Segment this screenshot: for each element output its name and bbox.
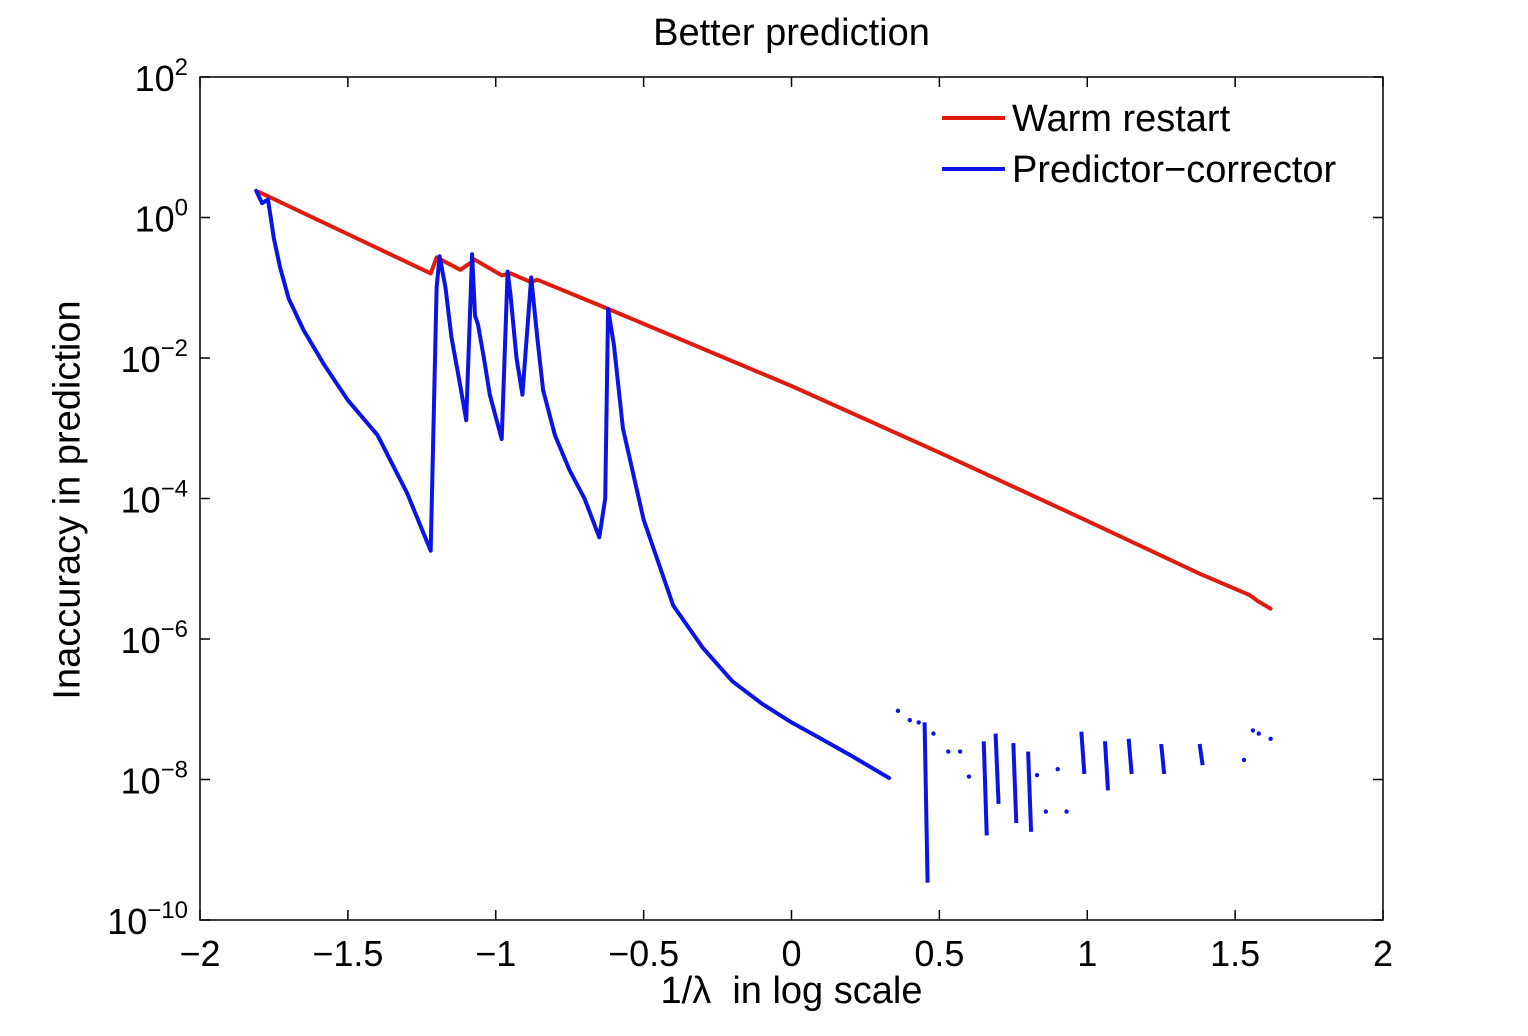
x-axis-label: 1/λ in log scale [660, 970, 923, 1012]
series-segment-fragment [1079, 731, 1087, 775]
y-tick-label: 10−2 [121, 335, 188, 380]
y-tick-label: 100 [135, 195, 188, 240]
series-dot-fragment [1250, 728, 1256, 733]
series-line-predictor-corrector [254, 188, 892, 780]
x-tick-label: 1.5 [1210, 933, 1260, 974]
series-dot-fragment [1256, 731, 1261, 736]
series-dot-fragment [895, 708, 901, 714]
series-dot-fragment [946, 749, 951, 754]
series-dot-fragment [1055, 767, 1060, 772]
legend-label-predictor-corrector: Predictor−corrector [1012, 149, 1337, 191]
series-segment-fragment [1102, 741, 1110, 791]
series-dot-fragment [966, 774, 972, 779]
series-segment-fragment [1011, 742, 1019, 824]
legend: Warm restart Predictor−corrector [942, 98, 1337, 191]
x-tick-label: −0.5 [608, 933, 679, 974]
y-tick-label: 102 [135, 54, 188, 99]
plot-area-frame [199, 76, 1384, 921]
series-segment-fragment [1126, 738, 1134, 775]
series-segment-fragment [993, 733, 1001, 804]
series-dot-fragment [1241, 757, 1247, 763]
x-tick-label: 0 [781, 933, 801, 974]
series-dot-fragment [957, 749, 963, 754]
axes-group: −2 −1.5 −1 −0.5 0 0.5 1 1.5 2 10−10 10−8 10−6 10−4 10… [107, 54, 1393, 974]
series-segment-fragment [981, 741, 989, 836]
x-tick-label: 1 [1077, 933, 1097, 974]
series-dot-fragment [931, 731, 936, 736]
series-dot-fragment [1064, 809, 1069, 814]
series-segment-fragment [922, 722, 930, 883]
y-tick-label: 10−6 [121, 616, 188, 661]
x-tick-label: 0.5 [914, 933, 964, 974]
x-tick-label: −2 [179, 933, 220, 974]
series-segment-fragment [1197, 743, 1205, 766]
x-tick-label: 2 [1373, 933, 1393, 974]
legend-label-warm-restart: Warm restart [1012, 98, 1231, 140]
series-dot-fragment [1268, 736, 1273, 741]
series-group [254, 188, 1273, 883]
series-dot-fragment [907, 717, 912, 723]
y-tick-label: 10−10 [107, 897, 188, 942]
x-tick-label: −1.5 [312, 933, 383, 974]
series-dot-fragment [1034, 773, 1040, 778]
chart-title: Better prediction [653, 12, 930, 54]
x-tick-label: −1 [475, 933, 516, 974]
y-tick-label: 10−8 [121, 757, 188, 802]
series-dot-fragment [1043, 809, 1049, 814]
series-line-warm-restart [257, 190, 1273, 611]
series-segment-fragment [1159, 743, 1167, 775]
series-dot-fragment [916, 720, 921, 725]
y-tick-label: 10−4 [121, 476, 188, 521]
series-segment-fragment [1026, 751, 1034, 832]
